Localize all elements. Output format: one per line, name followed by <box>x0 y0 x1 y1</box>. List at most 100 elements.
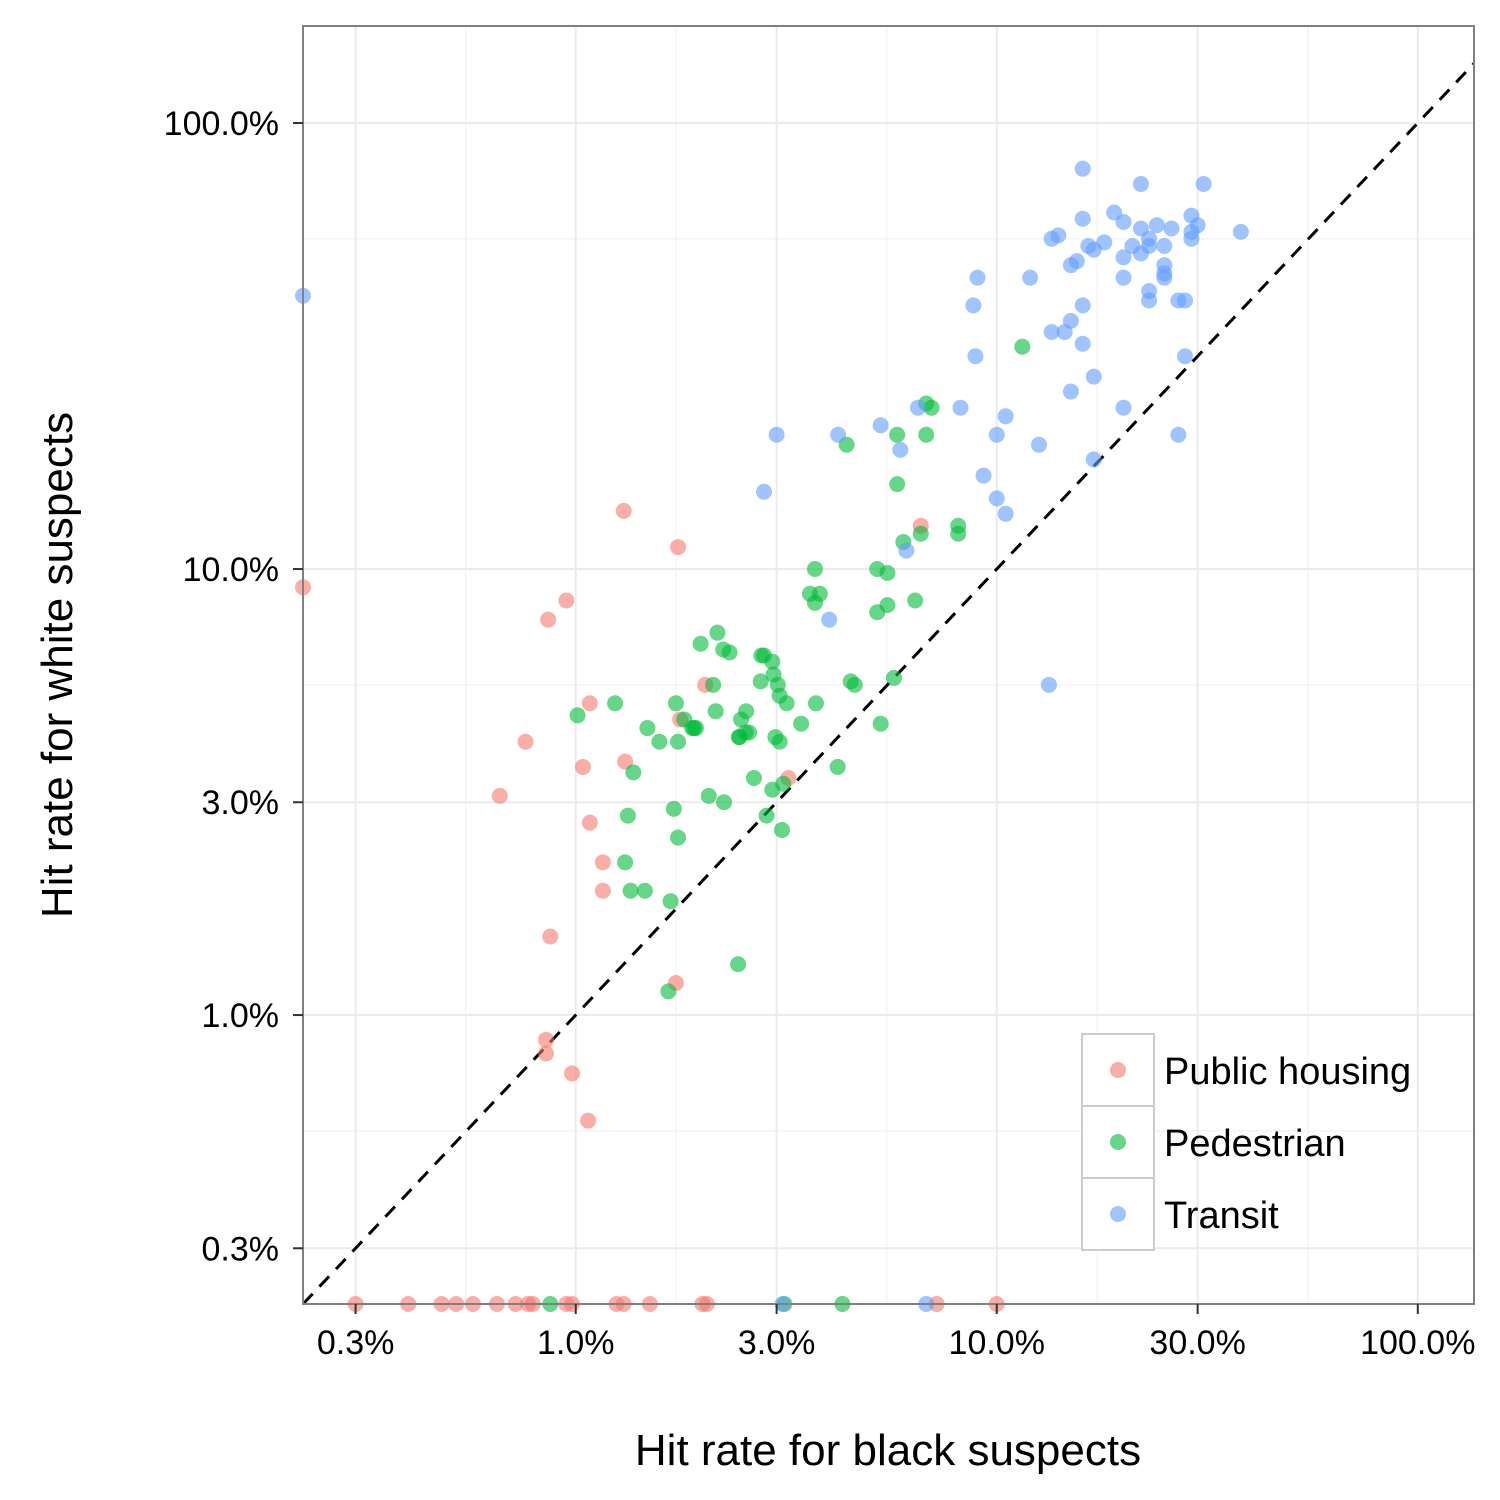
y-axis-title: Hit rate for white suspects <box>33 412 82 918</box>
data-point-pedestrian <box>636 882 653 899</box>
data-point-pedestrian <box>617 854 634 871</box>
data-point-transit <box>1043 230 1060 247</box>
data-point-pedestrian <box>752 673 769 690</box>
data-point-pedestrian <box>607 695 624 712</box>
data-point-transit <box>1232 223 1249 240</box>
data-point-pedestrian <box>793 715 810 732</box>
y-tick-label: 10.0% <box>183 551 279 589</box>
y-tick-label: 100.0% <box>164 105 279 143</box>
data-point-pedestrian <box>829 758 846 775</box>
data-point-transit <box>969 269 986 286</box>
data-point-pedestrian <box>775 775 792 792</box>
data-point-pedestrian <box>879 564 896 581</box>
data-point-transit <box>1115 399 1132 416</box>
data-point-pedestrian <box>806 561 823 578</box>
data-point-public-housing <box>574 758 591 775</box>
data-point-transit <box>1115 249 1132 266</box>
data-point-transit <box>952 399 969 416</box>
data-point-pedestrian <box>733 711 750 728</box>
data-point-pedestrian <box>705 676 722 693</box>
data-point-public-housing <box>491 787 508 804</box>
data-point-transit <box>988 490 1005 507</box>
data-point-pedestrian <box>885 669 902 686</box>
data-point-public-housing <box>538 1045 555 1062</box>
data-point-public-housing <box>594 854 611 871</box>
data-point-transit <box>1062 383 1079 400</box>
data-point-transit <box>1183 230 1200 247</box>
data-point-transit <box>997 408 1014 425</box>
data-point-pedestrian <box>758 807 775 824</box>
data-point-transit <box>909 399 926 416</box>
data-point-pedestrian <box>774 821 791 838</box>
legend-marker-transit <box>1110 1206 1126 1222</box>
data-point-transit <box>1022 269 1039 286</box>
data-point-public-housing <box>542 928 559 945</box>
y-tick-label: 1.0% <box>202 997 280 1035</box>
x-tick-label: 1.0% <box>537 1324 615 1362</box>
data-point-pedestrian <box>1014 338 1031 355</box>
data-point-pedestrian <box>670 829 687 846</box>
data-point-transit <box>1156 237 1173 254</box>
y-tick-label: 0.3% <box>202 1230 280 1268</box>
data-point-pedestrian <box>662 893 679 910</box>
data-point-transit <box>1074 210 1091 227</box>
data-point-pedestrian <box>716 794 733 811</box>
data-point-transit <box>1040 676 1057 693</box>
data-point-transit <box>1195 175 1212 192</box>
data-point-public-housing <box>581 695 598 712</box>
x-tick-label: 10.0% <box>949 1324 1045 1362</box>
data-point-pedestrian <box>707 703 724 720</box>
data-point-transit <box>1177 348 1194 365</box>
data-point-public-housing <box>558 592 575 609</box>
data-point-pedestrian <box>889 426 906 443</box>
data-point-pedestrian <box>660 983 677 1000</box>
data-point-pedestrian <box>806 594 823 611</box>
data-point-transit <box>1141 292 1158 309</box>
data-point-public-housing <box>581 814 598 831</box>
data-point-pedestrian <box>687 720 704 737</box>
legend-marker-pedestrian <box>1110 1134 1126 1150</box>
data-point-pedestrian <box>950 525 967 542</box>
data-point-pedestrian <box>709 624 726 641</box>
data-point-transit <box>1043 323 1060 340</box>
data-point-pedestrian <box>872 715 889 732</box>
data-point-transit <box>967 348 984 365</box>
data-point-public-housing <box>540 611 557 628</box>
data-point-pedestrian <box>889 476 906 493</box>
data-point-transit <box>1115 269 1132 286</box>
data-point-transit <box>1074 160 1091 177</box>
legend-label-transit: Transit <box>1164 1195 1279 1237</box>
data-point-pedestrian <box>879 597 896 614</box>
data-point-transit <box>756 483 773 500</box>
data-point-transit <box>898 542 915 559</box>
data-point-pedestrian <box>665 800 682 817</box>
data-point-transit <box>1085 241 1102 258</box>
series-pedestrian <box>542 338 1031 1312</box>
data-point-pedestrian <box>692 635 709 652</box>
data-point-transit <box>975 467 992 484</box>
data-point-pedestrian <box>912 525 929 542</box>
data-point-pedestrian <box>721 644 738 661</box>
data-point-pedestrian <box>846 676 863 693</box>
data-point-transit <box>830 426 847 443</box>
data-point-transit <box>1062 257 1079 274</box>
data-point-transit <box>821 611 838 628</box>
data-point-public-housing <box>564 1065 581 1082</box>
data-point-public-housing <box>580 1112 597 1129</box>
data-points <box>295 160 1249 1312</box>
data-point-pedestrian <box>907 592 924 609</box>
data-point-transit <box>1132 245 1149 262</box>
data-point-pedestrian <box>918 426 935 443</box>
data-point-public-housing <box>594 882 611 899</box>
data-point-pedestrian <box>619 807 636 824</box>
data-point-pedestrian <box>807 695 824 712</box>
data-point-public-housing <box>538 1031 555 1048</box>
data-point-pedestrian <box>745 770 762 787</box>
legend: Public housing Pedestrian Transit <box>1081 1033 1411 1251</box>
data-point-pedestrian <box>667 695 684 712</box>
data-point-pedestrian <box>622 882 639 899</box>
series-public-housing <box>295 502 1005 1312</box>
data-point-transit <box>1074 297 1091 314</box>
data-point-pedestrian <box>670 733 687 750</box>
